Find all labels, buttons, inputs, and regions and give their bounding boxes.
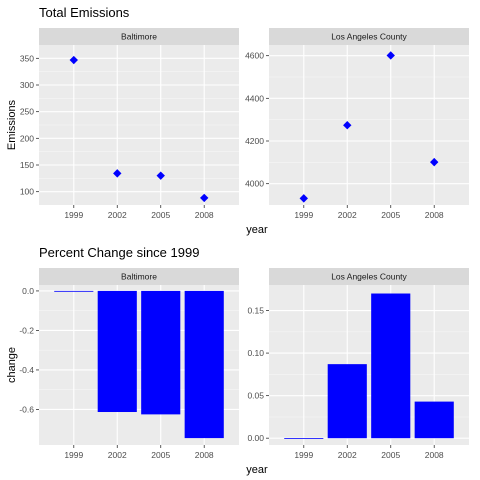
y-tick-label: 4600	[245, 51, 264, 61]
x-tick-label: 2002	[108, 210, 127, 220]
x-tick-label: 2002	[108, 450, 127, 460]
data-bar	[141, 290, 181, 415]
x-tick-label: 2002	[338, 450, 357, 460]
data-point	[386, 51, 395, 60]
y-tick-label: 0.05	[247, 391, 264, 401]
y-tick-label: 100	[20, 187, 34, 197]
chart-title-percent-change: Percent Change since 1999	[39, 245, 199, 260]
panel-background	[269, 45, 469, 205]
y-tick-label: 4400	[245, 93, 264, 103]
data-point	[299, 194, 308, 203]
y-tick-label: 350	[20, 53, 34, 63]
facet-strip-label: Baltimore	[121, 32, 157, 42]
data-point	[343, 121, 352, 130]
facet-panel-1-1: Los Angeles County 0.00 0.05 0.10 0.15 1999 20…	[247, 268, 469, 460]
x-tick-label: 2005	[381, 210, 400, 220]
data-bar	[97, 290, 137, 413]
data-point	[113, 169, 122, 178]
x-tick-label: 2005	[381, 450, 400, 460]
facet-panel-0-0: Baltimore 100 150 200 250 300 350 1999 2002 2005 2…	[20, 28, 239, 220]
data-bar	[414, 401, 454, 439]
y-tick-label: 0.10	[247, 348, 264, 358]
x-axis-title-change: year	[246, 464, 268, 476]
data-bar	[371, 293, 411, 439]
facet-panel-1-0: Baltimore 0.0 -0.2 -0.4 -0.6 1999 2002 2005 2008	[19, 268, 239, 460]
y-axis-title-change: change	[6, 347, 18, 383]
facet-strip	[269, 268, 469, 285]
x-tick-label: 2008	[425, 450, 444, 460]
y-tick-label: -0.4	[19, 365, 34, 375]
x-tick-label: 2008	[195, 450, 214, 460]
x-tick-label: 1999	[64, 210, 83, 220]
facet-strip	[39, 268, 239, 285]
x-tick-label: 2005	[151, 210, 170, 220]
y-tick-label: -0.6	[19, 404, 34, 414]
x-tick-label: 2005	[151, 450, 170, 460]
y-tick-label: 300	[20, 80, 34, 90]
chart-title-emissions: Total Emissions	[39, 5, 130, 20]
data-point	[69, 55, 78, 65]
y-tick-label: 4000	[245, 179, 264, 189]
x-tick-label: 2008	[195, 210, 214, 220]
data-point	[156, 171, 165, 180]
data-bar	[284, 438, 324, 439]
data-bar	[54, 290, 94, 292]
facet-strip	[269, 28, 469, 45]
y-tick-label: 250	[20, 107, 34, 117]
x-tick-label: 1999	[294, 450, 313, 460]
facet-strip-label: Baltimore	[121, 272, 157, 282]
x-axis-title-emissions: year	[246, 224, 268, 236]
data-point	[200, 193, 209, 203]
data-bar	[327, 364, 367, 439]
y-tick-label: -0.2	[19, 325, 34, 335]
data-point	[430, 157, 439, 167]
y-tick-label: 200	[20, 133, 34, 143]
y-tick-label: 0.00	[247, 433, 264, 443]
data-bar	[184, 290, 224, 439]
facet-strip	[39, 28, 239, 45]
y-tick-label: 0.0	[22, 286, 34, 296]
x-tick-label: 1999	[64, 450, 83, 460]
y-tick-label: 0.15	[247, 306, 264, 316]
y-tick-label: 4200	[245, 136, 264, 146]
x-tick-label: 1999	[294, 210, 313, 220]
x-tick-label: 2008	[425, 210, 444, 220]
x-tick-label: 2002	[338, 210, 357, 220]
y-tick-label: 150	[20, 160, 34, 170]
facet-strip-label: Los Angeles County	[331, 272, 407, 282]
facet-strip-label: Los Angeles County	[331, 32, 407, 42]
facet-panel-0-1: Los Angeles County 4000 4200 4400 4600 1999 20…	[245, 28, 469, 220]
y-axis-title-emissions: Emissions	[6, 99, 18, 150]
